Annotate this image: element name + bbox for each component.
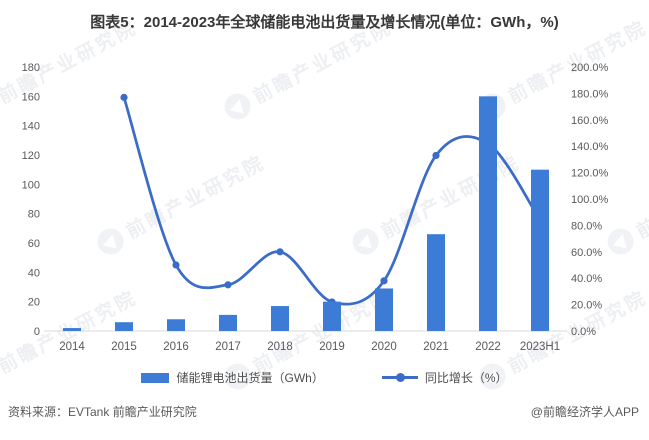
x-axis-label: 2019 xyxy=(319,341,345,353)
source-text: 资料来源：EVTank 前瞻产业研究院 xyxy=(8,405,197,419)
y-axis-tick-left: 0 xyxy=(34,326,40,338)
bar xyxy=(479,96,497,331)
line-point xyxy=(276,248,284,256)
chart-canvas: 0 20 40 60 80 100 120 140 160 180 0.0% 20.0% 40.0% 60… xyxy=(22,62,609,353)
bar xyxy=(271,306,289,331)
bar xyxy=(115,322,133,331)
line-point xyxy=(380,277,388,285)
y-axis-tick-left: 100 xyxy=(22,179,40,191)
page-footer: 资料来源：EVTank 前瞻产业研究院 @前瞻经济学人APP xyxy=(0,403,649,420)
bar xyxy=(63,328,81,331)
x-axis-label: 2023H1 xyxy=(520,341,560,353)
y-axis-tick-right: 180.0% xyxy=(571,88,609,100)
page-title: 图表5：2014-2023年全球储能电池出货量及增长情况(单位：GWh，%) xyxy=(90,14,559,31)
x-axis-label: 2017 xyxy=(215,341,241,353)
x-axis-label: 2014 xyxy=(59,341,85,353)
y-axis-tick-left: 140 xyxy=(22,121,40,133)
x-axis-label: 2021 xyxy=(423,341,449,353)
bar xyxy=(427,234,445,331)
y-axis-tick-right: 160.0% xyxy=(571,115,609,127)
line-point xyxy=(432,151,440,160)
y-axis-tick-left: 60 xyxy=(28,238,40,250)
x-axis-label: 2015 xyxy=(111,341,137,353)
line-series-label: 同比增长（%） xyxy=(424,371,508,385)
y-axis-tick-left: 120 xyxy=(22,150,40,162)
chart-legend: 储能锂电池出货量（GWh） 同比增长（%） xyxy=(0,369,649,386)
y-axis-tick-left: 20 xyxy=(28,297,40,309)
y-axis-tick-left: 160 xyxy=(22,91,40,103)
bar-series-swatch xyxy=(141,372,170,383)
x-axis-label: 2018 xyxy=(267,341,293,353)
bar-series-label: 储能锂电池出货量（GWh） xyxy=(176,371,324,385)
y-axis-tick-right: 100.0% xyxy=(571,194,609,206)
legend-item-line-series: 同比增长（%） xyxy=(381,369,508,386)
y-axis-tick-right: 20.0% xyxy=(571,300,602,312)
y-axis-tick-right: 120.0% xyxy=(571,168,609,180)
x-axis-label: 2022 xyxy=(475,341,501,353)
y-axis-tick-right: 80.0% xyxy=(571,220,602,232)
y-axis-tick-right: 140.0% xyxy=(571,141,609,153)
bar xyxy=(531,169,549,331)
bar xyxy=(167,319,185,331)
y-axis-tick-right: 40.0% xyxy=(571,273,602,285)
bar xyxy=(219,314,237,331)
x-axis-label: 2016 xyxy=(163,341,189,353)
bar xyxy=(375,288,393,331)
y-axis-tick-left: 180 xyxy=(22,62,40,74)
line-point xyxy=(172,261,180,269)
line-swatch-dot xyxy=(395,373,405,382)
y-axis-tick-left: 40 xyxy=(28,267,40,279)
growth-line xyxy=(122,95,542,306)
y-axis-tick-right: 200.0% xyxy=(571,62,609,74)
y-axis-tick-left: 80 xyxy=(28,209,40,221)
y-axis-tick-right: 0.0% xyxy=(571,326,596,338)
y-axis-tick-right: 60.0% xyxy=(571,247,602,259)
line-point xyxy=(224,281,232,289)
line-series-swatch xyxy=(381,373,418,382)
bar xyxy=(323,301,341,331)
legend-item-bar-series: 储能锂电池出货量（GWh） xyxy=(141,369,324,386)
brand-text: @前瞻经济学人APP xyxy=(530,405,639,419)
x-axis-label: 2020 xyxy=(371,341,397,353)
line-point xyxy=(120,93,128,101)
